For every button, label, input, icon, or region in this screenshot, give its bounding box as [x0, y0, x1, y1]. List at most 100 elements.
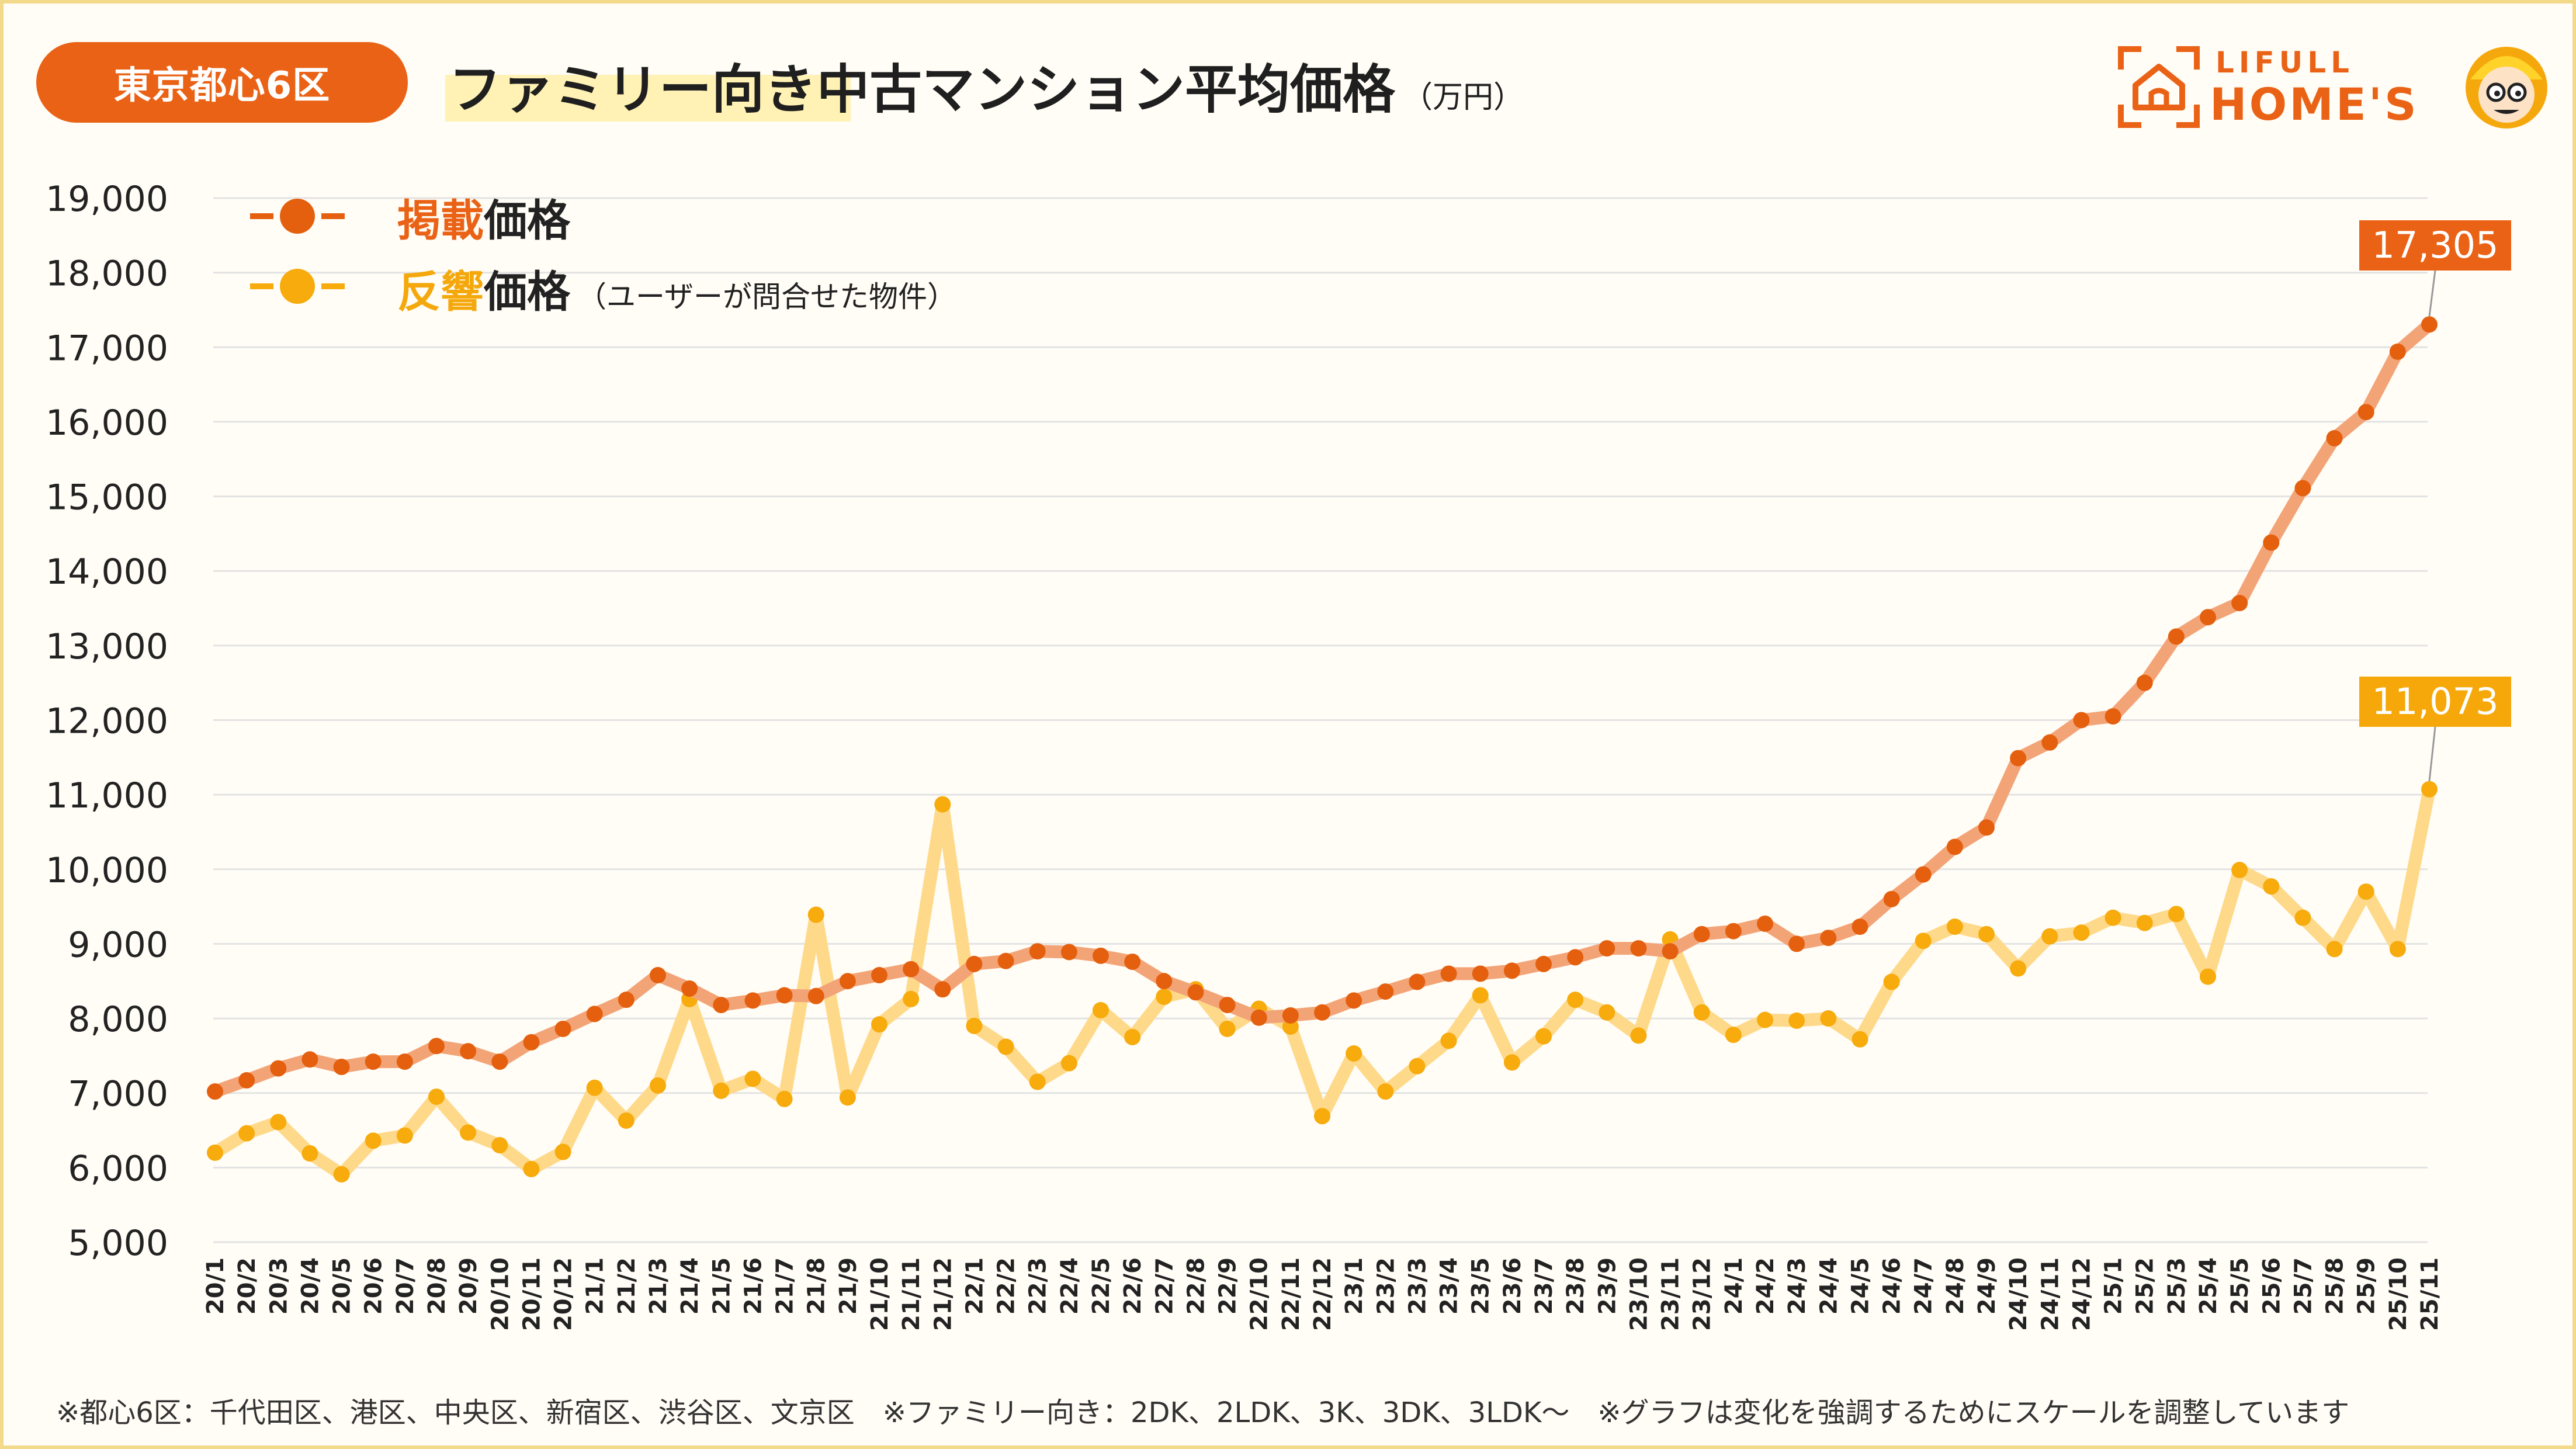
x-tick-label: 22/6 — [1119, 1257, 1146, 1315]
data-point-response — [1725, 1027, 1742, 1044]
data-point-listing — [681, 980, 698, 997]
x-tick-label: 20/12 — [550, 1257, 577, 1331]
x-tick-label: 20/10 — [487, 1257, 514, 1331]
data-point-listing — [1060, 944, 1077, 961]
data-point-response — [1156, 989, 1173, 1006]
data-point-listing — [2168, 628, 2185, 645]
x-tick-label: 23/3 — [1404, 1257, 1431, 1315]
x-tick-label: 22/4 — [1056, 1257, 1083, 1315]
data-point-response — [1946, 918, 1963, 935]
chart-title: ファミリー向き中古マンション平均価格 （万円） — [449, 47, 1524, 123]
data-point-response — [2105, 909, 2121, 926]
x-tick-label: 22/10 — [1246, 1257, 1273, 1331]
data-point-listing — [1978, 819, 1995, 836]
x-tick-label: 24/8 — [1942, 1257, 1969, 1315]
x-tick-label: 21/1 — [582, 1257, 609, 1315]
y-tick-label: 9,000 — [68, 924, 168, 965]
x-tick-label: 21/3 — [645, 1257, 672, 1315]
data-point-listing — [2200, 609, 2216, 626]
data-point-listing — [2263, 534, 2280, 551]
x-tick-label: 23/1 — [1341, 1257, 1368, 1315]
x-tick-label: 24/12 — [2068, 1257, 2095, 1331]
data-point-listing — [1693, 925, 1710, 942]
data-point-response — [2263, 878, 2280, 895]
data-point-listing — [807, 987, 824, 1004]
data-point-response — [1693, 1004, 1710, 1021]
data-point-response — [1029, 1073, 1046, 1090]
data-point-listing — [1029, 943, 1046, 960]
data-point-response — [966, 1017, 983, 1034]
data-point-listing — [966, 955, 983, 972]
x-tick-label: 25/3 — [2164, 1257, 2190, 1315]
data-point-listing — [1567, 949, 1584, 966]
data-point-response — [2326, 941, 2343, 958]
data-point-response — [997, 1038, 1014, 1055]
data-point-response — [365, 1132, 382, 1149]
y-tick-label: 19,000 — [46, 179, 168, 220]
data-point-response — [2294, 909, 2311, 926]
data-point-response — [1124, 1028, 1141, 1045]
data-point-listing — [1282, 1007, 1299, 1024]
data-point-response — [1472, 987, 1489, 1004]
data-point-listing — [270, 1060, 287, 1077]
x-tick-label: 21/4 — [677, 1257, 703, 1315]
data-point-response — [1060, 1055, 1077, 1072]
x-tick-label: 21/10 — [866, 1257, 893, 1331]
x-tick-label: 25/6 — [2258, 1257, 2285, 1315]
data-point-response — [2041, 928, 2058, 945]
data-point-listing — [1946, 838, 1963, 855]
x-tick-label: 24/1 — [1721, 1257, 1748, 1315]
data-point-response — [396, 1127, 413, 1144]
data-point-listing — [1250, 1009, 1267, 1026]
data-point-response — [2231, 862, 2248, 879]
x-tick-label: 25/2 — [2132, 1257, 2159, 1315]
series-line-listing — [209, 318, 2436, 1098]
data-point-listing — [2041, 734, 2058, 751]
x-tick-label: 23/12 — [1689, 1257, 1716, 1331]
data-point-response — [650, 1077, 666, 1094]
data-point-listing — [1472, 965, 1489, 982]
data-point-listing — [238, 1072, 255, 1089]
data-point-listing — [1820, 930, 1837, 947]
data-point-response — [301, 1145, 318, 1162]
x-tick-label: 21/12 — [930, 1257, 956, 1331]
data-point-response — [1377, 1083, 1394, 1100]
x-tick-label: 20/4 — [297, 1257, 324, 1315]
data-point-response — [839, 1089, 856, 1106]
x-tick-label: 25/8 — [2322, 1257, 2349, 1315]
data-point-response — [1567, 992, 1584, 1008]
data-point-listing — [776, 987, 793, 1004]
x-tick-label: 23/10 — [1625, 1257, 1652, 1331]
x-tick-label: 23/11 — [1658, 1257, 1684, 1331]
x-tick-label: 23/7 — [1531, 1257, 1558, 1315]
data-point-response — [1599, 1004, 1615, 1021]
x-tick-label: 25/9 — [2353, 1257, 2380, 1315]
data-point-listing — [2389, 343, 2406, 360]
data-point-listing — [713, 997, 730, 1014]
data-point-response — [491, 1137, 508, 1154]
x-tick-label: 25/10 — [2385, 1257, 2412, 1331]
x-tick-label: 25/4 — [2195, 1257, 2222, 1315]
data-point-listing — [2357, 404, 2374, 421]
x-tick-label: 23/5 — [1468, 1257, 1495, 1315]
data-point-response — [1630, 1027, 1647, 1044]
data-point-response — [744, 1070, 761, 1087]
data-point-listing — [301, 1051, 318, 1068]
data-point-listing — [1314, 1004, 1330, 1021]
legend-marker-response — [280, 269, 315, 304]
data-point-response — [2357, 883, 2374, 900]
y-tick-label: 10,000 — [46, 850, 168, 891]
end-value-label: 11,073 — [2372, 680, 2499, 723]
x-tick-label: 21/7 — [772, 1257, 799, 1315]
region-badge: 東京都心6区 — [36, 42, 408, 123]
title-highlight — [445, 75, 851, 122]
x-tick-label: 23/8 — [1562, 1257, 1589, 1315]
x-tick-label: 20/11 — [518, 1257, 545, 1331]
data-point-response — [903, 990, 920, 1007]
data-point-listing — [491, 1053, 508, 1070]
y-tick-label: 13,000 — [46, 626, 168, 667]
x-tick-label: 25/11 — [2416, 1257, 2443, 1331]
x-tick-label: 24/2 — [1752, 1257, 1779, 1315]
x-tick-label: 20/6 — [360, 1257, 387, 1315]
x-tick-label: 23/2 — [1372, 1257, 1399, 1315]
